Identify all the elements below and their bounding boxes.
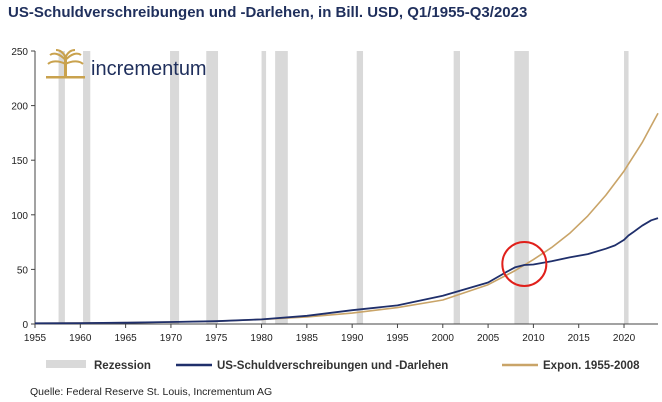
recession-bar-7 (453, 51, 460, 324)
x-tick-label-1980: 1980 (250, 333, 273, 344)
x-tick-label-1975: 1975 (205, 333, 228, 344)
recession-bar-1 (83, 51, 91, 324)
source-note: Quelle: Federal Reserve St. Louis, Incre… (30, 386, 273, 398)
x-tick-label-1990: 1990 (341, 333, 364, 344)
series-line-debt (34, 217, 659, 325)
legend-label-rezession: Rezession (94, 360, 151, 372)
x-tick-label-2000: 2000 (432, 333, 455, 344)
x-tick-label-2005: 2005 (477, 333, 500, 344)
y-tick-label-100: 100 (11, 211, 28, 222)
axes (34, 51, 658, 325)
recession-bar-8 (514, 51, 529, 324)
x-ticks: 1955 1960 1965 1970 1975 1980 1985 1990 1995 2000… (24, 324, 636, 344)
x-tick-label-1965: 1965 (114, 333, 137, 344)
recession-bar-4 (261, 51, 267, 324)
x-tick-label-1970: 1970 (160, 333, 183, 344)
legend-label-debt: US-Schuldverschreibungen und -Darlehen (217, 360, 448, 372)
legend-label-expon: Expon. 1955-2008 (543, 360, 640, 372)
recession-bar-9 (624, 51, 629, 324)
recession-bar-5 (275, 51, 288, 324)
x-tick-label-2015: 2015 (568, 333, 591, 344)
x-tick-label-1955: 1955 (24, 333, 47, 344)
y-ticks: 0 50 100 150 200 250 (11, 47, 35, 331)
y-tick-label-0: 0 (22, 320, 28, 331)
y-tick-label-50: 50 (17, 265, 29, 276)
x-tick-label-1985: 1985 (296, 333, 319, 344)
logo-text: incrementum (91, 58, 207, 80)
recession-bar-0 (58, 51, 65, 324)
y-tick-label-200: 200 (11, 102, 28, 113)
chart-title: US-Schuldverschreibungen und -Darlehen, … (8, 4, 528, 21)
x-tick-label-1995: 1995 (386, 333, 409, 344)
recession-bar-6 (356, 51, 364, 324)
x-tick-label-2020: 2020 (613, 333, 636, 344)
y-tick-label-150: 150 (11, 156, 28, 167)
incrementum-logo: incrementum (46, 49, 207, 80)
highlight-circle (501, 240, 548, 287)
recession-bar-3 (206, 51, 219, 324)
legend: Rezession US-Schuldverschreibungen und -… (46, 360, 640, 372)
recession-bar-2 (170, 51, 180, 324)
x-tick-label-2010: 2010 (522, 333, 545, 344)
y-tick-label-250: 250 (11, 47, 28, 58)
series-lines (34, 112, 659, 325)
recession-bars (58, 51, 629, 324)
series-line-expon (34, 112, 659, 325)
legend-swatch-rezession (46, 360, 86, 368)
tree-icon (46, 49, 85, 79)
x-tick-label-1960: 1960 (69, 333, 92, 344)
